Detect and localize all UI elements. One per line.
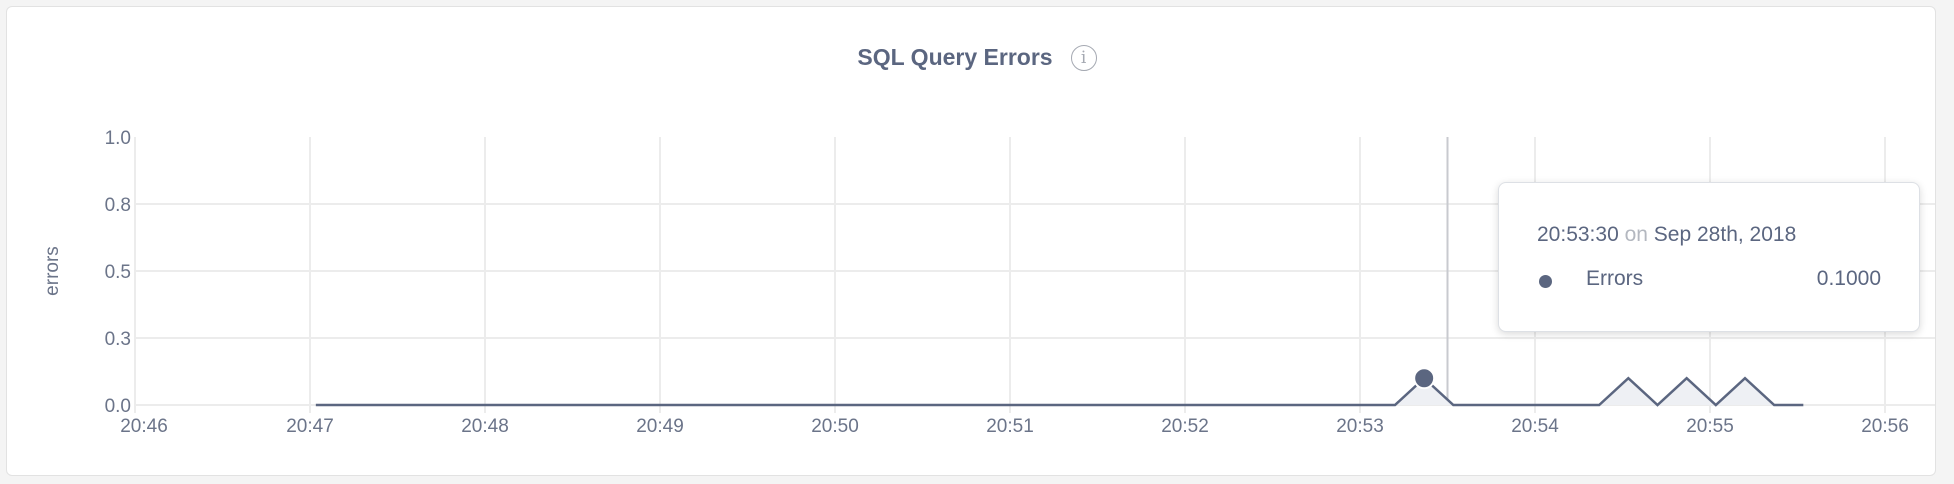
y-tick-label: 0.8 bbox=[105, 195, 131, 216]
y-tick-label: 0.0 bbox=[105, 396, 131, 417]
x-tick-label: 20:51 bbox=[986, 416, 1034, 437]
x-tick-label: 20:52 bbox=[1161, 416, 1209, 437]
info-icon[interactable]: i bbox=[1070, 45, 1097, 71]
x-tick-label: 20:47 bbox=[286, 416, 334, 437]
y-tick-label: 0.3 bbox=[105, 329, 131, 350]
chart-tooltip: 20:53:30 on Sep 28th, 2018 Errors 0.1000 bbox=[1498, 182, 1920, 332]
series-line bbox=[315, 376, 1804, 407]
y-axis-label: errors bbox=[42, 246, 63, 296]
y-tick-label: 0.5 bbox=[105, 262, 131, 283]
x-tick-label: 20:49 bbox=[636, 416, 684, 437]
y-tick-label: 1.0 bbox=[105, 128, 131, 149]
tooltip-date: Sep 28th, 2018 bbox=[1653, 223, 1797, 246]
tooltip-series-name: Errors bbox=[1586, 267, 1644, 290]
x-tick-label: 20:55 bbox=[1686, 416, 1734, 437]
x-tick-label: 20:48 bbox=[461, 416, 509, 437]
series-area bbox=[315, 378, 1804, 405]
tooltip-timestamp: 20:53:30 on Sep 28th, 2018 bbox=[1537, 223, 1796, 247]
x-tick-label: 20:53 bbox=[1336, 416, 1384, 437]
tooltip-value: 0.1000 bbox=[1816, 267, 1881, 290]
chart-title: SQL Query Errors i bbox=[0, 44, 1954, 71]
hover-point bbox=[1413, 367, 1436, 390]
x-tick-label: 20:54 bbox=[1511, 416, 1559, 437]
x-tick-label: 20:56 bbox=[1861, 416, 1909, 437]
x-tick-label: 20:46 bbox=[120, 416, 168, 437]
x-tick-label: 20:50 bbox=[811, 416, 859, 437]
chart-title-text: SQL Query Errors bbox=[857, 44, 1053, 70]
series-dot-icon bbox=[1539, 275, 1552, 288]
tooltip-time: 20:53:30 bbox=[1537, 223, 1619, 246]
tooltip-on: on bbox=[1624, 223, 1648, 246]
